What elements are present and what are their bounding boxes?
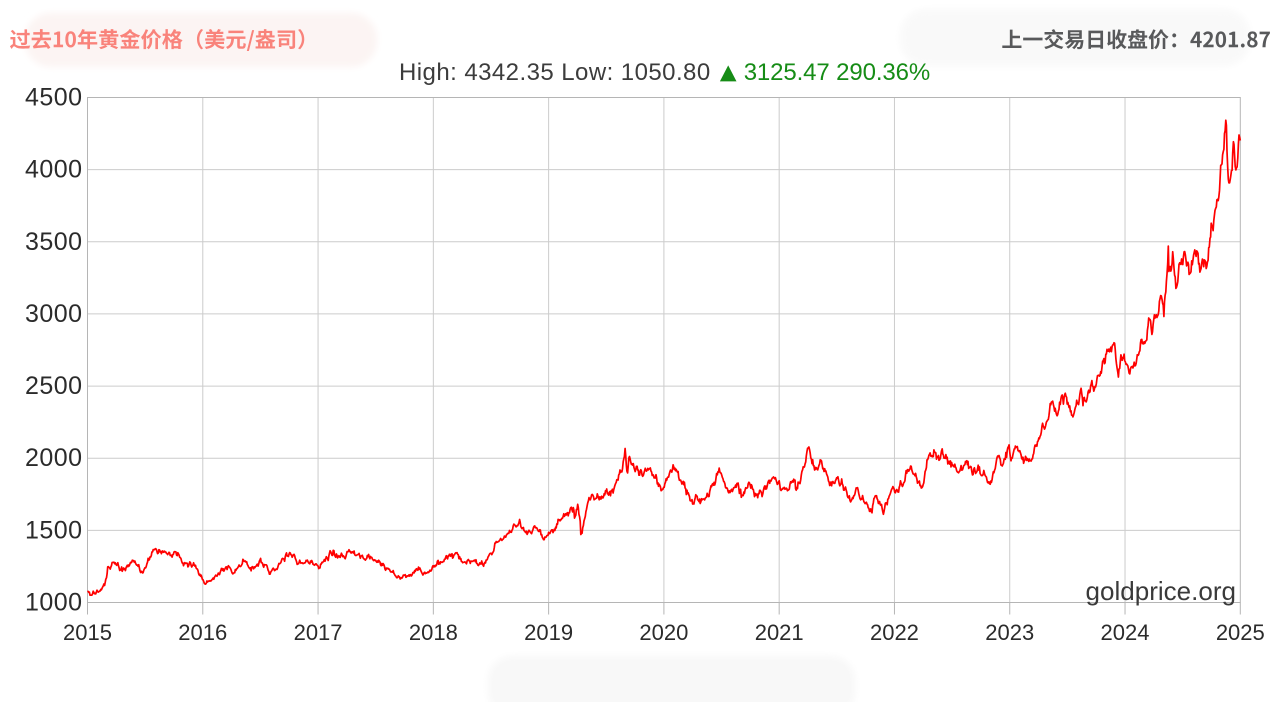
svg-text:2500: 2500 xyxy=(25,372,82,400)
svg-text:2021: 2021 xyxy=(755,620,804,645)
svg-text:2015: 2015 xyxy=(63,620,112,645)
svg-text:4500: 4500 xyxy=(25,84,82,112)
svg-text:2018: 2018 xyxy=(409,620,458,645)
svg-text:4000: 4000 xyxy=(25,156,82,184)
svg-text:2016: 2016 xyxy=(178,620,227,645)
svg-text:2000: 2000 xyxy=(25,444,82,472)
svg-text:3500: 3500 xyxy=(25,228,82,256)
svg-text:1500: 1500 xyxy=(25,516,82,544)
svg-text:goldprice.org: goldprice.org xyxy=(1086,576,1237,606)
svg-text:2025: 2025 xyxy=(1216,620,1265,645)
svg-text:2020: 2020 xyxy=(639,620,688,645)
svg-text:3125.47 290.36%: 3125.47 290.36% xyxy=(744,59,931,86)
svg-text:2024: 2024 xyxy=(1101,620,1150,645)
svg-text:3000: 3000 xyxy=(25,300,82,328)
svg-text:2022: 2022 xyxy=(870,620,919,645)
svg-text:1000: 1000 xyxy=(25,589,82,617)
svg-text:2019: 2019 xyxy=(524,620,573,645)
svg-text:2017: 2017 xyxy=(294,620,343,645)
svg-text:2023: 2023 xyxy=(985,620,1034,645)
svg-text:High: 4342.35 Low: 1050.80: High: 4342.35 Low: 1050.80 xyxy=(399,59,710,86)
